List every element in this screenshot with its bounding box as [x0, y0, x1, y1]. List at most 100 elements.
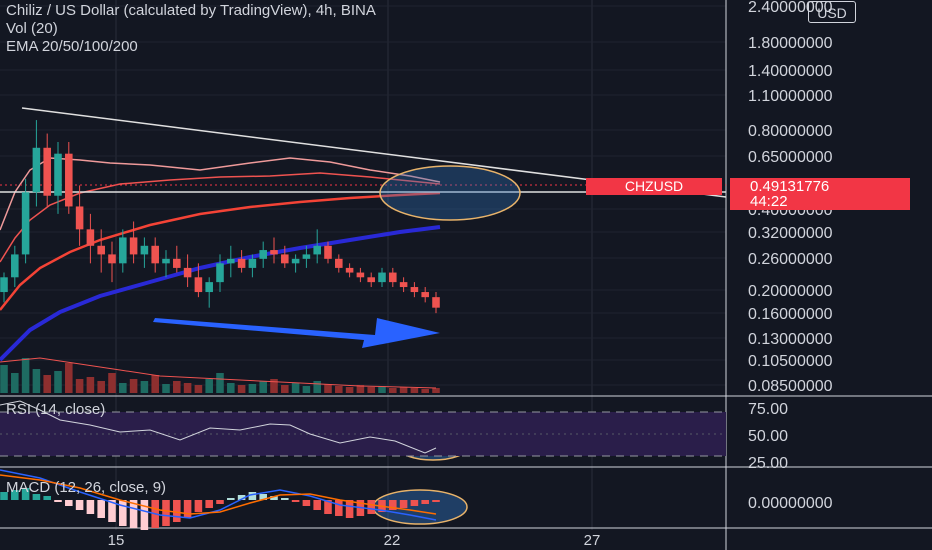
bar-countdown: 44:22	[750, 193, 788, 210]
price-axis-label: 0.32000000	[748, 225, 833, 242]
volume-bar	[410, 388, 419, 393]
volume-bar	[183, 383, 192, 393]
ema-label: EMA 20/50/100/200	[6, 38, 138, 55]
volume-bar	[227, 383, 235, 393]
candle-body	[270, 250, 278, 255]
volume-bar	[194, 385, 203, 393]
highlight-ellipse-price	[379, 165, 521, 221]
macd-histogram-bar	[302, 500, 311, 506]
volume-bar	[97, 381, 105, 393]
candle-body	[227, 258, 235, 264]
candle-body	[97, 245, 105, 255]
volume-bar	[281, 385, 289, 393]
price-axis-label: 0.10500000	[748, 353, 833, 370]
macd-histogram-bar	[399, 500, 408, 508]
candle-body	[345, 267, 354, 273]
candle-body	[432, 297, 440, 308]
candle-body	[410, 287, 419, 293]
volume-bar	[259, 381, 267, 393]
price-axis-label: 0.65000000	[748, 149, 833, 166]
volume-bar	[270, 379, 278, 393]
macd-histogram-bar	[32, 494, 41, 500]
macd-signal-line	[0, 474, 437, 515]
candle-body	[237, 258, 246, 268]
volume-ma-line	[0, 357, 437, 389]
rsi-axis-label: 25.00	[748, 455, 788, 472]
macd-histogram-bar	[11, 490, 19, 500]
candle-body	[0, 277, 8, 293]
macd-histogram-bar	[259, 494, 267, 500]
macd-histogram-bar	[410, 500, 419, 506]
price-axis-label: 1.10000000	[748, 88, 833, 105]
candle-body	[259, 250, 267, 259]
macd-histogram-bar	[248, 492, 257, 500]
candle-body	[21, 192, 30, 255]
volume-bar	[313, 381, 321, 393]
volume-bar	[129, 379, 138, 393]
macd-histogram-bar	[140, 500, 149, 530]
macd-histogram-bar	[119, 500, 127, 526]
price-axis-label: 0.80000000	[748, 123, 833, 140]
volume-bar	[216, 373, 224, 393]
volume-bar	[335, 386, 343, 393]
macd-histogram-bar	[97, 500, 105, 518]
macd-histogram-bar	[335, 500, 343, 516]
candle-body	[216, 263, 224, 283]
macd-histogram-bar	[237, 495, 246, 500]
volume-bar	[86, 377, 95, 393]
macd-histogram-bar	[227, 498, 235, 500]
volume-bar	[65, 363, 73, 393]
volume-bar	[43, 375, 51, 393]
volume-bar	[432, 388, 440, 393]
candle-body	[194, 277, 203, 293]
candle-body	[389, 272, 397, 283]
candle-body	[335, 258, 343, 268]
currency-button[interactable]: USD	[808, 1, 856, 23]
macd-histogram-bar	[313, 500, 321, 510]
chart-title: Chiliz / US Dollar (calculated by Tradin…	[6, 2, 376, 19]
macd-histogram-bar	[324, 500, 332, 514]
macd-line	[0, 469, 437, 521]
macd-histogram-bar	[21, 488, 30, 500]
macd-histogram-bar	[194, 500, 203, 512]
last-price: 0.49131776	[750, 178, 830, 195]
macd-histogram-bar	[291, 500, 300, 502]
macd-histogram-bar	[129, 500, 138, 528]
symbol-tag: CHZUSD	[586, 178, 722, 195]
candle-body	[86, 229, 95, 246]
candle-body	[43, 147, 51, 196]
candle-body	[129, 237, 138, 255]
macd-histogram-bar	[367, 500, 375, 514]
candle-body	[291, 258, 300, 264]
time-axis-label: 27	[584, 532, 601, 549]
candle-body	[65, 153, 73, 207]
volume-bar	[151, 375, 159, 393]
last-price-tag: 0.49131776 44:22	[730, 178, 910, 210]
candle-body	[108, 254, 116, 264]
candle-body	[281, 254, 289, 264]
volume-bar	[108, 373, 116, 393]
volume-bar	[75, 379, 84, 393]
volume-bar	[324, 384, 332, 393]
macd-histogram-bar	[345, 500, 354, 518]
volume-bar	[302, 386, 311, 393]
volume-bar	[421, 389, 429, 393]
candle-body	[32, 147, 41, 193]
volume-bar	[205, 379, 213, 393]
price-axis-label: 0.20000000	[748, 283, 833, 300]
macd-histogram-bar	[173, 500, 181, 522]
candle-body	[119, 237, 127, 264]
candle-body	[54, 153, 62, 196]
candle-body	[421, 292, 429, 298]
price-axis-label: 0.26000000	[748, 251, 833, 268]
macd-histogram-bar	[0, 492, 8, 500]
price-axis-label: 0.16000000	[748, 306, 833, 323]
price-axis-label: 1.40000000	[748, 63, 833, 80]
macd-histogram-bar	[54, 500, 62, 502]
macd-histogram-bar	[162, 500, 170, 526]
volume-bar	[119, 383, 127, 393]
volume-bar	[162, 384, 170, 393]
candle-body	[378, 272, 386, 283]
rsi-axis-label: 75.00	[748, 401, 788, 418]
